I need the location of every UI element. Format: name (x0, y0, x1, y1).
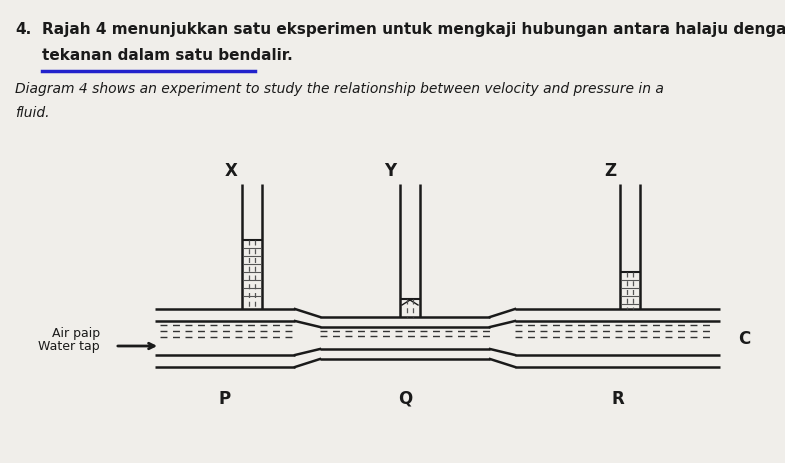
Text: Rajah 4 menunjukkan satu eksperimen untuk mengkaji hubungan antara halaju dengan: Rajah 4 menunjukkan satu eksperimen untu… (42, 22, 785, 37)
Text: P: P (219, 389, 231, 407)
Text: C: C (738, 329, 750, 347)
Text: fluid.: fluid. (15, 106, 49, 120)
Text: Y: Y (384, 162, 396, 180)
Text: 4.: 4. (15, 22, 31, 37)
Text: tekanan dalam satu bendalir.: tekanan dalam satu bendalir. (42, 48, 293, 63)
Text: Water tap: Water tap (38, 339, 100, 352)
Text: X: X (225, 162, 238, 180)
Text: Z: Z (604, 162, 616, 180)
Text: Q: Q (398, 389, 412, 407)
Text: Diagram 4 shows an experiment to study the relationship between velocity and pre: Diagram 4 shows an experiment to study t… (15, 82, 664, 96)
Text: Air paip: Air paip (52, 326, 100, 339)
Text: R: R (612, 389, 624, 407)
